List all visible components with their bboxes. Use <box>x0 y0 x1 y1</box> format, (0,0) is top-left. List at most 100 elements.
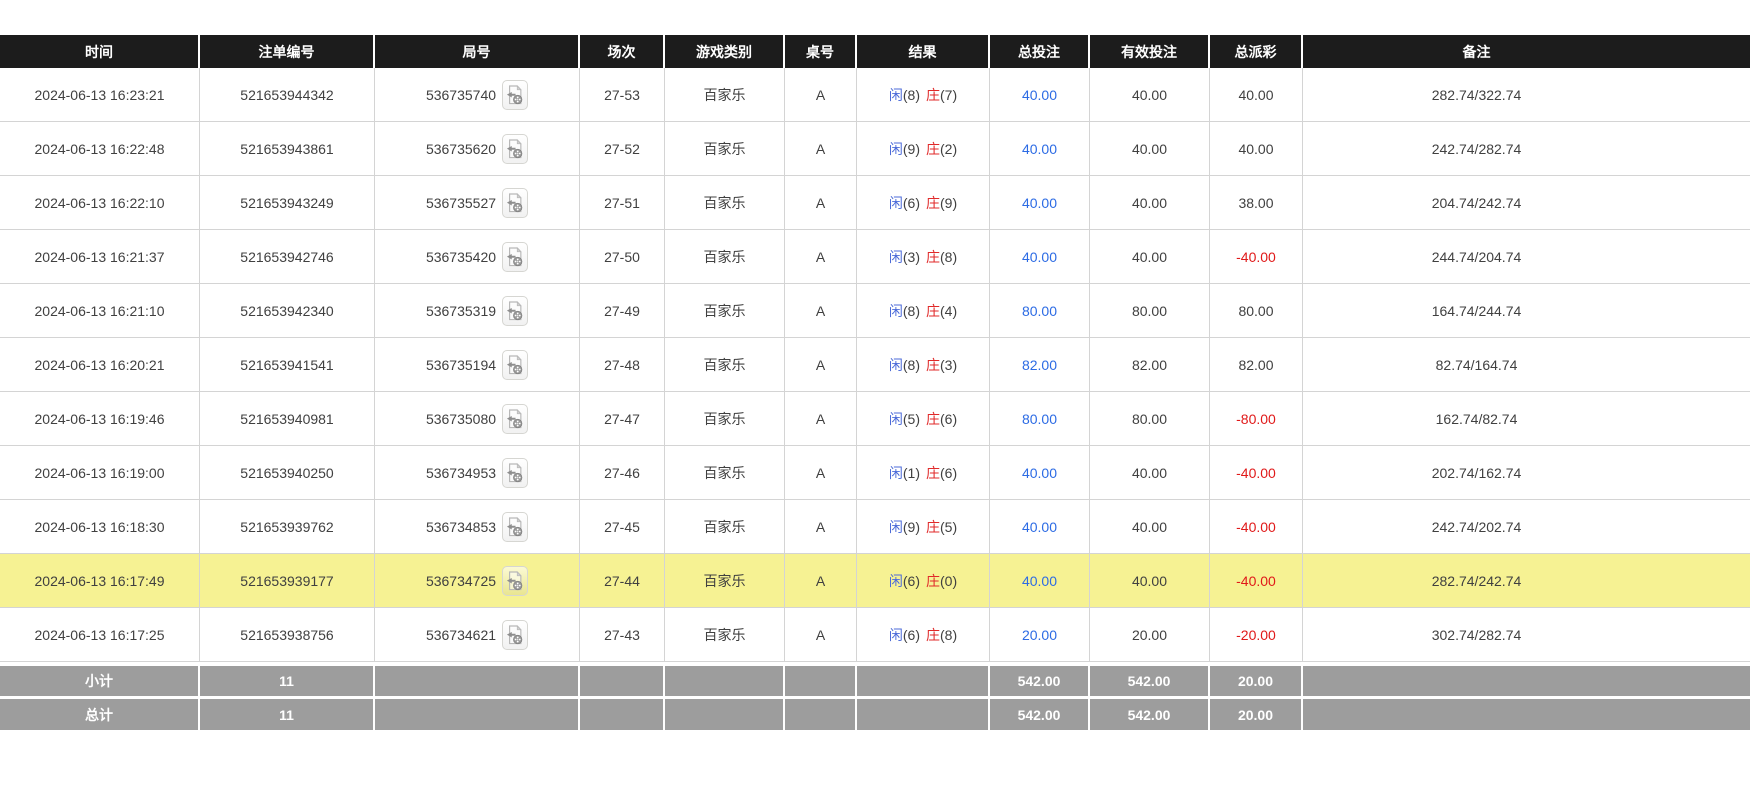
remark: 242.74/282.74 <box>1303 122 1750 176</box>
bet-order-number: 521653939177 <box>200 554 375 608</box>
video-replay-button[interactable] <box>502 79 529 110</box>
total-bet-link[interactable]: 40.00 <box>1021 86 1058 103</box>
total-bet-link[interactable]: 40.00 <box>1021 464 1058 481</box>
table-row[interactable]: 2024-06-13 16:19:00 521653940250 5367349… <box>0 446 1750 500</box>
round-number-cell: 536735194 <box>375 338 580 392</box>
bet-order-number: 521653943861 <box>200 122 375 176</box>
total-bet-cell: 80.00 <box>990 392 1090 446</box>
total-bet-link[interactable]: 40.00 <box>1021 248 1058 265</box>
total-bet-link[interactable]: 20.00 <box>1021 626 1058 643</box>
banker-label: 庄 <box>926 194 940 211</box>
game-type: 百家乐 <box>665 284 785 338</box>
video-replay-icon <box>506 138 523 158</box>
banker-label: 庄 <box>926 248 940 265</box>
table-row[interactable]: 2024-06-13 16:17:49 521653939177 5367347… <box>0 554 1750 608</box>
subtotal-empty-cell <box>857 662 990 696</box>
total-bet-link[interactable]: 40.00 <box>1021 518 1058 535</box>
table-number: A <box>785 68 857 122</box>
total-bet-cell: 40.00 <box>990 446 1090 500</box>
game-type: 百家乐 <box>665 392 785 446</box>
grand-total-empty-cell <box>857 696 990 730</box>
bet-time: 2024-06-13 16:23:21 <box>0 68 200 122</box>
bet-order-number: 521653940250 <box>200 446 375 500</box>
grand-total-empty-cell <box>785 696 857 730</box>
total-bet-link[interactable]: 40.00 <box>1021 194 1058 211</box>
total-bet-link[interactable]: 82.00 <box>1021 356 1058 373</box>
video-replay-button[interactable] <box>502 349 529 380</box>
total-bet-link[interactable]: 80.00 <box>1021 302 1058 319</box>
valid-bet: 40.00 <box>1090 230 1210 284</box>
total-bet-cell: 20.00 <box>990 608 1090 662</box>
game-type: 百家乐 <box>665 446 785 500</box>
player-label: 闲 <box>888 194 903 211</box>
result-cell: 闲(8) 庄(7) <box>857 68 990 122</box>
grand-total-total-payout: 20.00 <box>1210 696 1303 730</box>
table-row[interactable]: 2024-06-13 16:21:37 521653942746 5367354… <box>0 230 1750 284</box>
total-bet-link[interactable]: 40.00 <box>1021 140 1058 157</box>
bet-order-number: 521653942746 <box>200 230 375 284</box>
table-number: A <box>785 230 857 284</box>
video-replay-button[interactable] <box>502 133 529 164</box>
bet-order-number: 521653943249 <box>200 176 375 230</box>
video-replay-button[interactable] <box>502 511 529 542</box>
table-row[interactable]: 2024-06-13 16:23:21 521653944342 5367357… <box>0 68 1750 122</box>
grand-total-empty-cell <box>665 696 785 730</box>
bet-time: 2024-06-13 16:19:46 <box>0 392 200 446</box>
table-row[interactable]: 2024-06-13 16:17:25 521653938756 5367346… <box>0 608 1750 662</box>
subtotal-label: 小计 <box>0 662 200 696</box>
table-row[interactable]: 2024-06-13 16:18:30 521653939762 5367348… <box>0 500 1750 554</box>
subtotal-empty-cell <box>665 662 785 696</box>
round-number-cell: 536735080 <box>375 392 580 446</box>
bet-time: 2024-06-13 16:17:25 <box>0 608 200 662</box>
session-number: 27-49 <box>580 284 665 338</box>
total-payout: -40.00 <box>1210 446 1303 500</box>
column-header-round-number: 局号 <box>375 35 580 68</box>
total-bet-cell: 40.00 <box>990 176 1090 230</box>
subtotal-empty-cell <box>1303 662 1750 696</box>
round-number: 536735527 <box>425 194 497 211</box>
session-number: 27-51 <box>580 176 665 230</box>
total-payout: 40.00 <box>1210 68 1303 122</box>
video-replay-button[interactable] <box>502 187 529 218</box>
bet-time: 2024-06-13 16:18:30 <box>0 500 200 554</box>
subtotal-empty-cell <box>785 662 857 696</box>
table-body: 2024-06-13 16:23:21 521653944342 5367357… <box>0 68 1750 662</box>
table-summary: 小计 11 542.00 542.00 20.00 总计 11 <box>0 662 1750 730</box>
table-row[interactable]: 2024-06-13 16:22:10 521653943249 5367355… <box>0 176 1750 230</box>
table-row[interactable]: 2024-06-13 16:19:46 521653940981 5367350… <box>0 392 1750 446</box>
subtotal-total-payout: 20.00 <box>1210 662 1303 696</box>
player-label: 闲 <box>888 464 903 481</box>
video-replay-icon <box>506 354 523 374</box>
banker-score: (9) <box>940 194 958 211</box>
session-number: 27-45 <box>580 500 665 554</box>
round-number: 536734621 <box>425 626 497 643</box>
banker-label: 庄 <box>926 626 940 643</box>
table-row[interactable]: 2024-06-13 16:20:21 521653941541 5367351… <box>0 338 1750 392</box>
banker-label: 庄 <box>926 464 940 481</box>
table-row[interactable]: 2024-06-13 16:22:48 521653943861 5367356… <box>0 122 1750 176</box>
banker-score: (3) <box>940 356 958 373</box>
total-bet-link[interactable]: 40.00 <box>1021 572 1058 589</box>
remark: 164.74/244.74 <box>1303 284 1750 338</box>
video-replay-button[interactable] <box>502 565 529 596</box>
table-row[interactable]: 2024-06-13 16:21:10 521653942340 5367353… <box>0 284 1750 338</box>
round-number: 536734953 <box>425 464 497 481</box>
bet-time: 2024-06-13 16:22:48 <box>0 122 200 176</box>
player-label: 闲 <box>888 572 903 589</box>
video-replay-button[interactable] <box>502 403 529 434</box>
video-replay-button[interactable] <box>502 241 529 272</box>
video-replay-button[interactable] <box>502 295 529 326</box>
video-replay-button[interactable] <box>502 619 529 650</box>
game-type: 百家乐 <box>665 230 785 284</box>
column-header-valid-bet: 有效投注 <box>1090 35 1210 68</box>
video-replay-button[interactable] <box>502 457 529 488</box>
banker-label: 庄 <box>926 410 940 427</box>
player-score: (6) <box>902 626 920 643</box>
column-header-total-bet: 总投注 <box>990 35 1090 68</box>
player-label: 闲 <box>888 518 903 535</box>
round-number: 536735740 <box>425 86 497 103</box>
session-number: 27-43 <box>580 608 665 662</box>
total-bet-link[interactable]: 80.00 <box>1021 410 1058 427</box>
banker-score: (2) <box>940 140 958 157</box>
round-number-cell: 536734853 <box>375 500 580 554</box>
